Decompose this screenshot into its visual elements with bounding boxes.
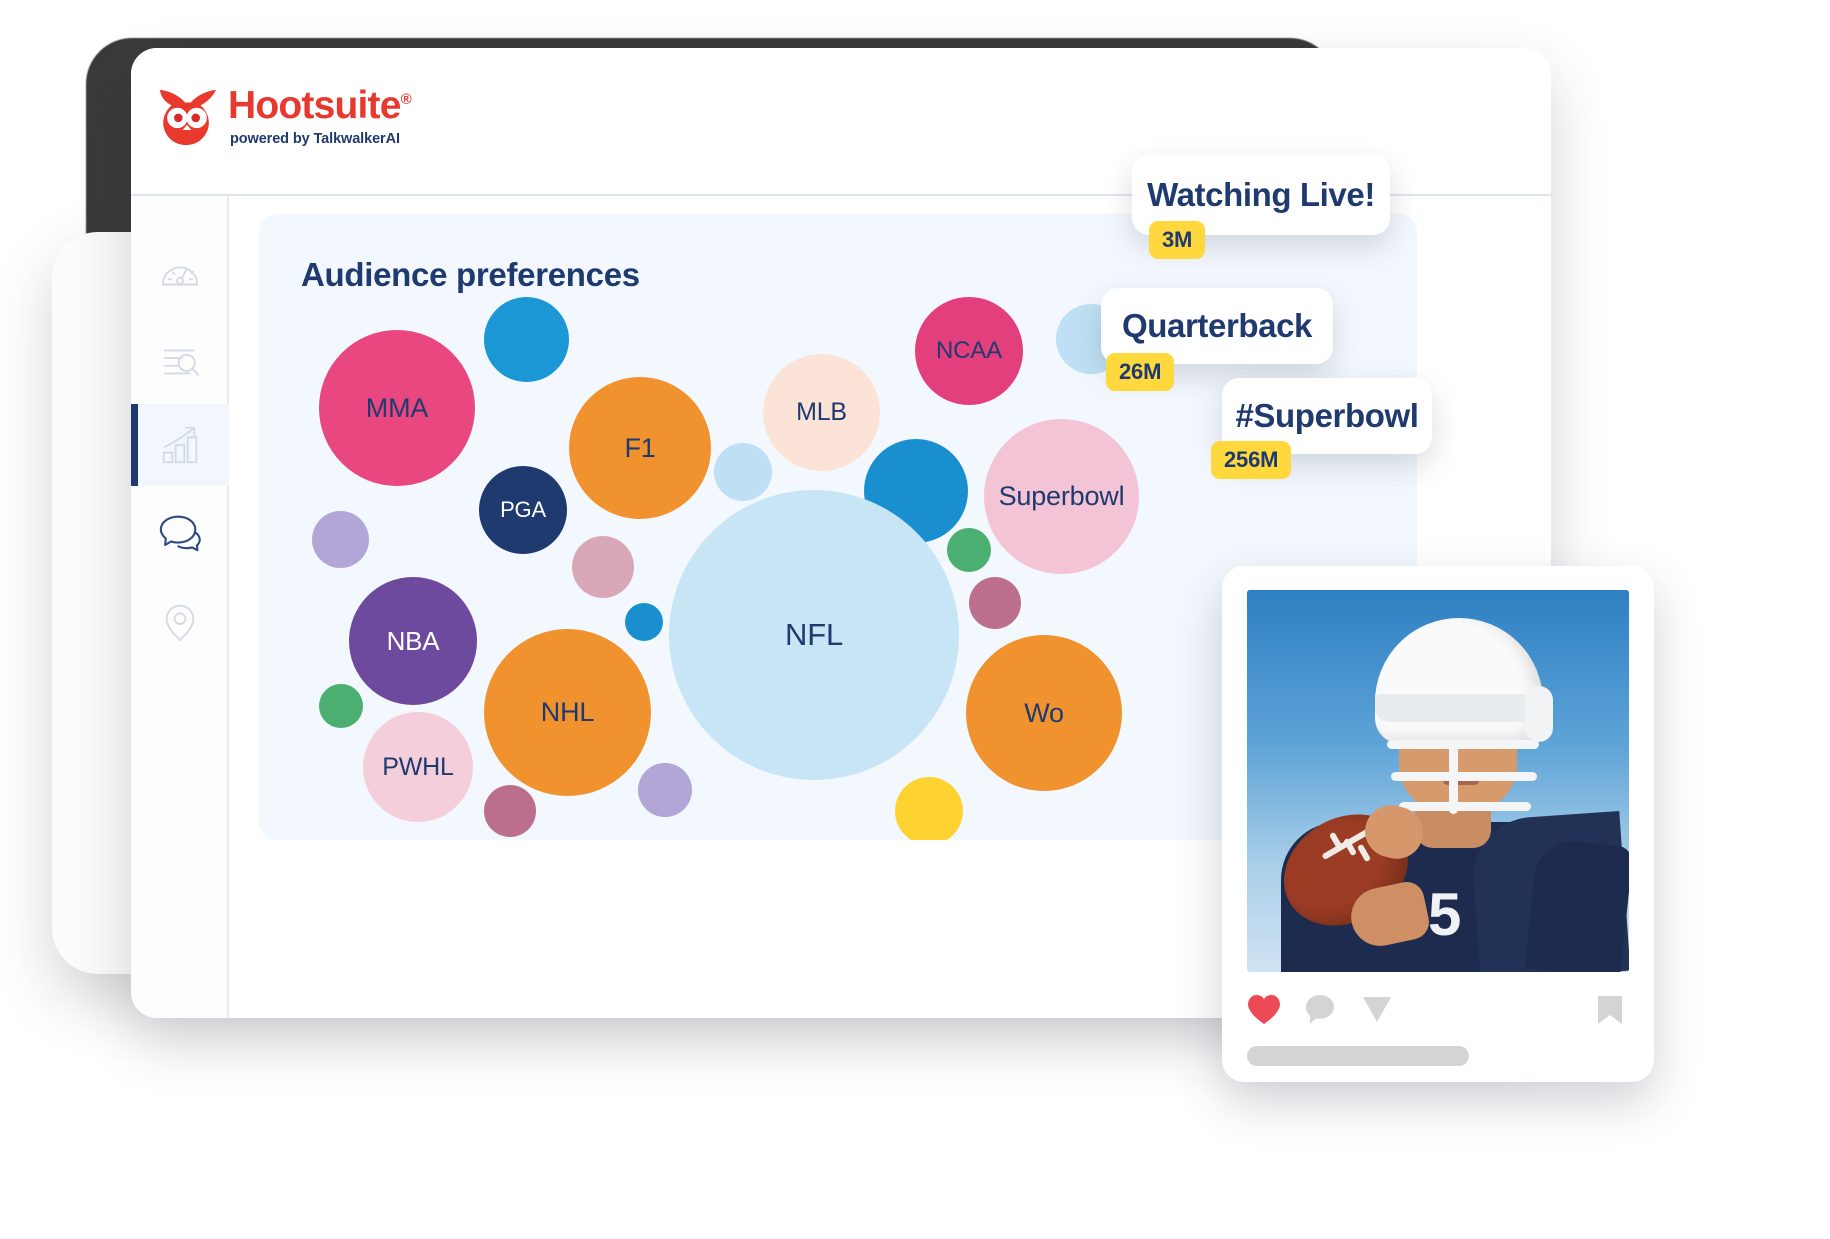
- tooltip-label: Watching Live!: [1147, 176, 1375, 213]
- bubble-unlabeled-lightblue-2[interactable]: [714, 443, 772, 501]
- search-list-icon: [163, 349, 200, 376]
- bubble-unlabeled-rose-1[interactable]: [572, 536, 634, 598]
- bubble-nfl[interactable]: NFL: [669, 490, 959, 780]
- bubble-ncaa[interactable]: NCAA: [915, 297, 1023, 405]
- post-caption-placeholder: [1247, 1046, 1469, 1066]
- bubble-unlabeled-lavender-1[interactable]: [312, 511, 369, 568]
- photo-helmet: [1375, 618, 1543, 744]
- bubble-label: NCAA: [936, 337, 1002, 364]
- bubble-label: MMA: [365, 392, 429, 423]
- photo-facemask-bar-4: [1449, 740, 1458, 814]
- brand-tagline: powered by TalkwalkerAI: [230, 131, 400, 147]
- tooltip-label: #Superbowl: [1235, 397, 1419, 434]
- sidebar: [131, 196, 229, 1018]
- badge-value: 3M: [1162, 227, 1193, 252]
- bubble-label: NHL: [540, 697, 595, 727]
- bookmark-button[interactable]: [1597, 995, 1623, 1030]
- badge-value: 26M: [1119, 359, 1162, 384]
- chat-bubbles-icon: [159, 515, 201, 552]
- location-pin-icon: [165, 604, 195, 642]
- bubble-unlabeled-blue-1[interactable]: [484, 297, 569, 382]
- sidebar-item-conversations[interactable]: [131, 491, 229, 573]
- bubble-unlabeled-blue-3[interactable]: [625, 603, 663, 641]
- tooltip-watching-live[interactable]: Watching Live!: [1132, 155, 1390, 235]
- comment-button[interactable]: [1305, 994, 1335, 1030]
- sidebar-item-dashboard[interactable]: [131, 234, 229, 316]
- bubble-nba[interactable]: NBA: [349, 577, 477, 705]
- bubble-unlabeled-mauve-2[interactable]: [484, 785, 536, 837]
- sidebar-item-search[interactable]: [131, 319, 229, 401]
- bubble-nhl[interactable]: NHL: [484, 629, 651, 796]
- bubble-unlabeled-yellow-1[interactable]: [895, 777, 963, 840]
- bubble-unlabeled-lavender-2[interactable]: [638, 763, 692, 817]
- brand-logo[interactable]: Hootsuite® powered by TalkwalkerAI: [156, 84, 412, 147]
- bubble-label: Superbowl: [998, 481, 1125, 511]
- tooltip-quarterback[interactable]: Quarterback: [1101, 288, 1333, 364]
- bubble-pwhl[interactable]: PWHL: [363, 712, 473, 822]
- bubble-label: PWHL: [382, 752, 454, 781]
- photo-facemask-bar-1: [1387, 740, 1539, 749]
- share-button[interactable]: [1362, 996, 1392, 1028]
- bubble-f1[interactable]: F1: [569, 377, 711, 519]
- bar-chart-growth-icon: [162, 426, 198, 464]
- bubble-unlabeled-green-1[interactable]: [947, 528, 991, 572]
- bubble-label: Wo: [1024, 697, 1064, 728]
- dashboard-gauge-icon: [161, 266, 199, 286]
- post-image: 35: [1247, 590, 1629, 972]
- sidebar-item-locations[interactable]: [131, 581, 229, 663]
- tooltip-superbowl-hashtag[interactable]: #Superbowl: [1222, 378, 1432, 454]
- bubble-mlb[interactable]: MLB: [763, 354, 880, 471]
- photo-arm-right: [1524, 837, 1629, 972]
- photo-helmet-rim: [1375, 694, 1543, 722]
- badge-superbowl-hashtag: 256M: [1211, 441, 1292, 479]
- share-icon: [1363, 997, 1391, 1022]
- photo-facemask-bar-2: [1391, 772, 1537, 781]
- photo-helmet-earpad: [1525, 686, 1553, 742]
- like-button[interactable]: [1247, 994, 1281, 1030]
- bubble-label: NFL: [785, 617, 843, 652]
- bubble-unlabeled-mauve-1[interactable]: [969, 577, 1021, 629]
- bubble-label: NBA: [386, 625, 440, 656]
- bubble-wo[interactable]: Wo: [966, 635, 1122, 791]
- badge-watching-live: 3M: [1149, 221, 1206, 259]
- tooltip-label: Quarterback: [1121, 307, 1313, 344]
- bubble-label: MLB: [796, 398, 847, 426]
- owl-logo-icon: [159, 90, 217, 146]
- bubble-mma[interactable]: MMA: [319, 330, 475, 486]
- bubble-unlabeled-green-2[interactable]: [319, 684, 363, 728]
- sidebar-item-analytics[interactable]: [131, 404, 229, 486]
- bubble-superbowl[interactable]: Superbowl: [984, 419, 1139, 574]
- bubble-label: PGA: [500, 497, 546, 522]
- badge-value: 256M: [1224, 447, 1279, 472]
- brand-name: Hootsuite®: [228, 84, 412, 127]
- heart-icon: [1248, 995, 1280, 1024]
- bubble-chart-panel: Audience preferences MMA F1 MLB NCAA: [259, 214, 1417, 840]
- comment-icon: [1306, 995, 1334, 1024]
- post-actions: [1247, 994, 1629, 1028]
- social-post-card: 35: [1222, 566, 1654, 1082]
- bubble-pga[interactable]: PGA: [479, 466, 567, 554]
- badge-quarterback: 26M: [1106, 353, 1175, 391]
- bubble-label: F1: [624, 432, 656, 463]
- bookmark-icon: [1598, 996, 1622, 1024]
- page-title: Audience preferences: [301, 256, 640, 293]
- photo-facemask-bar-3: [1399, 802, 1531, 811]
